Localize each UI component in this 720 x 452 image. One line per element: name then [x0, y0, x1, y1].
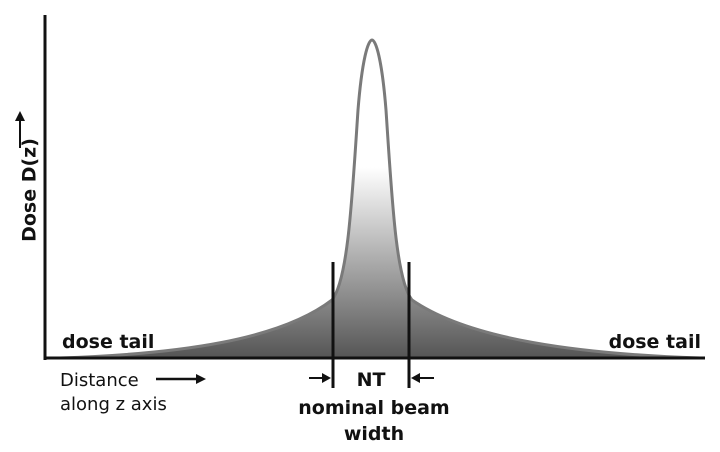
x-axis-label-line2: along z axis	[60, 394, 167, 415]
x-axis-label-line1: Distance	[60, 370, 139, 391]
beam-caption-line2: width	[344, 423, 404, 445]
beam-symbol-label: NT	[357, 369, 386, 391]
left-dose-tail-label: dose tail	[62, 331, 154, 353]
right-dose-tail-label: dose tail	[609, 331, 701, 353]
beam-caption-line1: nominal beam	[298, 397, 449, 419]
arrow-right-icon	[156, 374, 206, 384]
dose-profile-area	[60, 40, 700, 358]
dose-profile-curve	[59, 38, 701, 360]
arrow-inward-icon-left	[309, 373, 331, 383]
y-axis-label-group: Dose D(z)	[19, 138, 41, 242]
arrow-inward-icon-right	[411, 373, 434, 383]
y-axis-label: Dose D(z)	[19, 138, 41, 242]
arrow-up-icon	[15, 111, 25, 148]
